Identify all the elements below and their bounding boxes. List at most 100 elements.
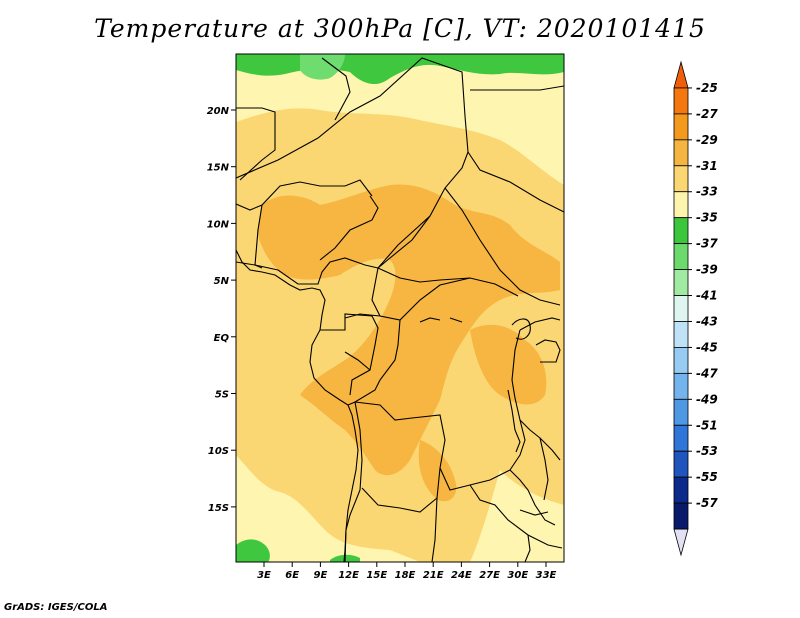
colorbar-label: -27	[696, 107, 718, 121]
border-line	[470, 85, 564, 91]
temperature-field	[236, 54, 564, 562]
colorbar-label: -33	[696, 185, 718, 199]
lake-shore	[511, 318, 531, 340]
lon-tick-label: 21E	[423, 570, 444, 581]
lon-tick-label: 15E	[366, 570, 387, 581]
border-line	[321, 57, 351, 121]
border-line	[354, 329, 526, 491]
border-line	[379, 277, 471, 321]
coastline	[236, 249, 359, 562]
border-line	[236, 257, 379, 285]
border-line	[320, 313, 379, 396]
colorbar-swatch	[673, 269, 689, 296]
lat-tick-label: 10N	[207, 219, 230, 230]
colorbar-swatch	[673, 113, 689, 141]
colorbar-label: -43	[696, 314, 718, 328]
border-line	[524, 534, 531, 562]
colorbar-label: -37	[696, 237, 718, 251]
lat-tick-label: 15N	[207, 163, 230, 174]
border-line	[377, 215, 431, 269]
lat-tick-label: 15S	[208, 503, 229, 514]
field-pale-southwest	[236, 455, 420, 562]
colorbar-label: -57	[696, 496, 718, 510]
colorbar-swatch	[673, 347, 689, 374]
border-line	[361, 467, 441, 513]
colorbar-swatch	[673, 398, 689, 426]
border-line	[431, 497, 438, 562]
lake-shore	[539, 437, 549, 501]
border-line	[509, 469, 556, 526]
lon-tick-label: 24E	[451, 570, 472, 581]
latitude-axis: 20N 15N 10N 5N EQ 5S 10S 15S	[207, 106, 236, 514]
colorbar-label: -47	[696, 366, 718, 380]
longitude-axis: 3E 6E 9E 12E 15E 18E 21E 24E 27E 30E 33E	[257, 562, 557, 581]
colorbar-swatch	[673, 217, 689, 245]
colorbar-label: -29	[696, 133, 718, 147]
colorbar-label: -45	[696, 340, 718, 354]
field-lightgreen-north	[300, 54, 345, 80]
map-title: Temperature at 300hPa [C], VT: 202010141…	[94, 14, 706, 43]
border-line	[236, 57, 469, 319]
lon-tick-label: 12E	[338, 570, 359, 581]
field-green-southwest	[236, 539, 270, 562]
border-line	[344, 351, 371, 371]
colorbar-label: -35	[696, 211, 718, 225]
border-line	[467, 151, 564, 213]
colorbar-label: -39	[696, 263, 718, 277]
colorbar-label: -41	[696, 289, 718, 303]
lon-tick-label: 3E	[257, 570, 271, 581]
lat-tick-label: 5N	[214, 276, 230, 287]
country-borders	[236, 57, 564, 562]
colorbar-swatch	[673, 321, 689, 348]
lat-tick-label: 5S	[215, 390, 229, 401]
border-line	[519, 317, 561, 331]
colorbar-label: -55	[696, 470, 718, 484]
lake-shore	[519, 509, 549, 516]
border-line	[535, 339, 561, 363]
lake-shore	[507, 389, 521, 453]
border-line	[319, 195, 379, 261]
colorbar-swatch	[673, 139, 689, 167]
lake-shore	[419, 317, 463, 323]
lon-tick-label: 6E	[285, 570, 299, 581]
colorbar-swatch	[673, 424, 689, 452]
border-line	[236, 107, 276, 181]
field-orange-east	[470, 324, 547, 405]
border-line	[469, 484, 563, 549]
lon-tick-label: 27E	[479, 570, 500, 581]
colorbar-label: -49	[696, 392, 718, 406]
lon-tick-label: 33E	[536, 570, 557, 581]
colorbar-swatch	[673, 476, 689, 504]
lon-tick-label: 18E	[395, 570, 416, 581]
colorbar-swatch	[673, 450, 689, 478]
border-line	[377, 267, 519, 297]
lon-tick-label: 9E	[314, 570, 328, 581]
colorbar-swatch	[673, 60, 689, 89]
colorbar-swatch	[673, 502, 689, 530]
border-line	[444, 187, 561, 306]
lat-tick-label: 10S	[208, 446, 229, 457]
colorbar-swatch	[673, 243, 689, 270]
border-line	[254, 204, 263, 269]
field-orange-central	[258, 184, 560, 476]
lat-tick-label: EQ	[214, 333, 230, 344]
lat-tick-label: 20N	[207, 106, 230, 117]
colorbar-swatch	[673, 372, 689, 400]
border-line	[236, 179, 373, 211]
colorbar-swatch	[673, 528, 689, 557]
map-frame	[235, 53, 565, 563]
field-orange-south	[418, 440, 457, 502]
colorbar-swatch	[673, 295, 689, 322]
colorbar-label: -25	[696, 81, 718, 95]
colorbar-label: -31	[696, 159, 718, 173]
lon-tick-label: 30E	[507, 570, 528, 581]
colorbar-swatch	[673, 87, 689, 115]
colorbar-label: -51	[696, 418, 718, 432]
colorbar: -25 -27 -29 -31 -33 -35 -37 -39 -41 -43 -45 -47 -49 -…	[673, 60, 718, 557]
field-pale-southeast	[470, 470, 564, 562]
colorbar-swatch	[673, 191, 689, 219]
colorbar-label: -53	[696, 444, 718, 458]
colorbar-swatch	[673, 165, 689, 193]
field-pale-north	[236, 54, 564, 185]
